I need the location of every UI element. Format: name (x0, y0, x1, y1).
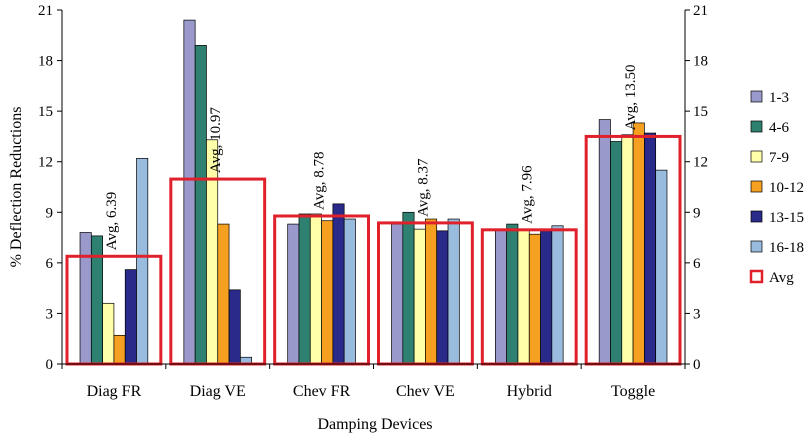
bar-16-18-chev-fr (343, 218, 356, 365)
category-label: Diag VE (190, 383, 246, 400)
category-label: Chev FR (293, 383, 351, 400)
bar-4-6-chev-fr (298, 213, 311, 365)
y-tick-label-left: 21 (38, 3, 53, 19)
bar-13-15-toggle (644, 132, 657, 365)
bar-1-3-diag-ve (183, 19, 196, 365)
bar-13-15-hybrid (540, 230, 553, 365)
legend-swatch-4-6 (750, 120, 763, 133)
y-tick-label-right: 18 (693, 54, 708, 70)
avg-label: Avg, 13.50 (623, 64, 639, 130)
category-label: Chev VE (396, 383, 455, 400)
y-tick-label-right: 3 (693, 306, 701, 322)
y-tick-label-right: 9 (693, 205, 701, 221)
axes: Diag FR Diag VE Chev FR Chev VE Hybrid Toggle… (38, 3, 708, 400)
y-tick-label-right: 21 (693, 3, 708, 19)
bar-13-15-chev-ve (436, 230, 449, 365)
bar-4-6-chev-ve (402, 211, 415, 365)
bar-10-12-toggle (632, 122, 645, 365)
bar-4-6-diag-ve (194, 45, 207, 365)
category-label: Diag FR (87, 383, 142, 400)
bar-1-3-chev-ve (391, 223, 404, 365)
bar-7-9-diag-fr (102, 302, 115, 365)
bar-1-3-toggle (598, 119, 611, 365)
legend-label-7-9: 7-9 (769, 150, 789, 166)
y-tick-label-right: 15 (693, 104, 708, 120)
legend-swatch-10-12 (750, 180, 763, 193)
avg-label: Avg, 8.37 (415, 158, 431, 217)
category-label: Toggle (611, 383, 655, 400)
legend-swatch-16-18 (750, 240, 763, 253)
y-tick-label-left: 18 (38, 54, 53, 70)
bar-7-9-hybrid (517, 228, 530, 365)
category-label: Hybrid (507, 383, 552, 400)
y-tick-label-right: 6 (693, 256, 701, 272)
y-tick-label-left: 3 (46, 306, 54, 322)
bar-7-9-chev-ve (413, 228, 426, 365)
y-tick-label-right: 12 (693, 155, 708, 171)
y-tick-label-left: 9 (46, 205, 54, 221)
bar-13-15-diag-ve (228, 289, 241, 365)
avg-label: Avg, 10.97 (208, 107, 224, 173)
bar-13-15-chev-fr (332, 203, 345, 365)
bar-10-12-diag-ve (217, 223, 230, 365)
bar-1-3-chev-fr (287, 223, 300, 365)
bar-7-9-chev-fr (309, 213, 322, 365)
bar-16-18-hybrid (551, 225, 564, 365)
legend-label-16-18: 16-18 (769, 240, 804, 256)
legend-swatch-1-3 (750, 90, 763, 103)
bar-4-6-hybrid (506, 223, 519, 365)
bar-1-3-hybrid (495, 228, 508, 365)
bar-10-12-chev-fr (321, 220, 334, 365)
bar-7-9-toggle (621, 134, 634, 365)
bar-13-15-diag-fr (124, 269, 137, 365)
y-axis-title: % Deflection Reductions (8, 107, 25, 268)
avg-label: Avg, 6.39 (104, 192, 120, 250)
legend: 1-3 4-6 7-9 10-12 13-15 16-18 Avg (749, 90, 804, 286)
legend-swatch-13-15 (750, 210, 763, 223)
legend-label-1-3: 1-3 (769, 90, 789, 106)
y-tick-label-left: 6 (46, 256, 54, 272)
avg-label: Avg, 7.96 (519, 165, 535, 224)
legend-swatch-avg (749, 269, 764, 284)
bar-16-18-chev-ve (447, 218, 460, 365)
bar-10-12-diag-fr (113, 334, 126, 365)
legend-label-4-6: 4-6 (769, 120, 789, 136)
bar-4-6-toggle (610, 141, 623, 365)
legend-label-13-15: 13-15 (769, 210, 804, 226)
legend-label-avg: Avg (769, 270, 794, 286)
avg-label: Avg, 8.78 (312, 152, 328, 210)
bar-10-12-chev-ve (425, 218, 438, 365)
bar-1-3-diag-fr (79, 232, 92, 365)
bar-16-18-diag-fr (136, 157, 149, 365)
y-tick-label-left: 0 (46, 357, 54, 373)
y-tick-label-left: 15 (38, 104, 53, 120)
x-axis-title: Damping Devices (317, 416, 432, 433)
bar-10-12-hybrid (528, 233, 541, 365)
plot-area: Avg, 6.39 Avg, 10.97 Avg, 8.78 Avg, 8.37 Avg… (65, 19, 682, 366)
y-tick-label-left: 12 (38, 155, 53, 171)
bar-16-18-toggle (655, 169, 668, 365)
legend-label-10-12: 10-12 (769, 180, 804, 196)
legend-swatch-7-9 (750, 150, 763, 163)
y-tick-label-right: 0 (693, 357, 701, 373)
